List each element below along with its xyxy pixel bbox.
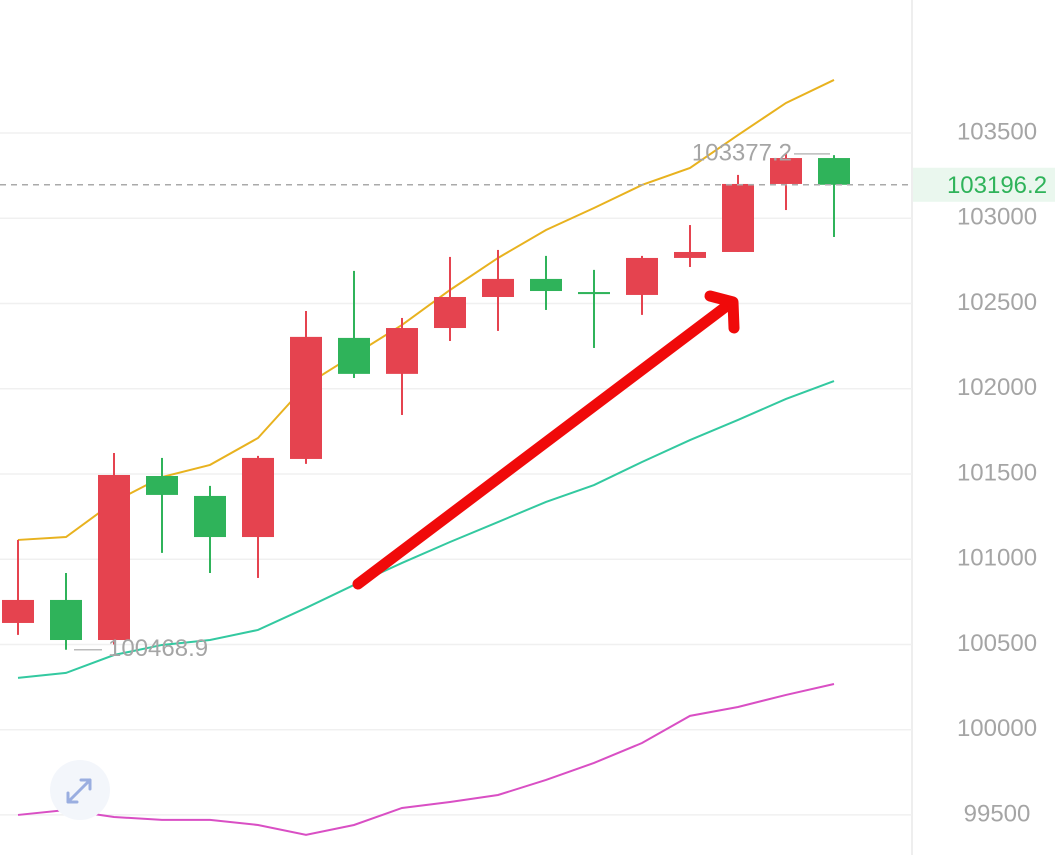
y-tick-label: 103000 (957, 204, 1037, 231)
candle-body (98, 474, 130, 641)
candle-body (626, 257, 658, 295)
y-tick-label: 100500 (957, 630, 1037, 657)
candle-body (722, 183, 754, 252)
last-price-badge (913, 167, 1055, 202)
moving-average-line (17, 683, 835, 836)
candle-body (482, 278, 514, 297)
candle-body (146, 476, 178, 495)
min-price-label: 100468.9 (108, 635, 208, 662)
candle-body (338, 337, 370, 374)
candle-body (194, 495, 226, 538)
candle-body (770, 158, 802, 184)
y-tick-label: 102000 (957, 374, 1037, 401)
candle-body (290, 336, 322, 459)
y-tick-label: 99500 (964, 800, 1031, 827)
y-tick-label: 100000 (957, 715, 1037, 742)
candle-body (434, 296, 466, 329)
max-price-label: 103377.2 (692, 139, 792, 166)
candle-body (674, 251, 706, 258)
candle-body (242, 457, 274, 538)
candle-body (50, 599, 82, 641)
moving-average-line (17, 380, 835, 679)
candle-body (386, 328, 418, 374)
expand-button[interactable] (50, 760, 110, 820)
plot: 99500 100000 100500 101000 101500 102000 10250… (0, 79, 1055, 836)
trend-arrow (352, 290, 740, 590)
y-tick-label: 102500 (957, 289, 1037, 316)
last-price-label: 103196.2 (947, 172, 1047, 199)
candle-body (2, 599, 34, 623)
candle-body (818, 158, 850, 185)
y-tick-label: 101500 (957, 459, 1037, 486)
candle-body (578, 292, 610, 295)
y-tick-label: 101000 (957, 545, 1037, 572)
candle-body (530, 278, 562, 292)
y-tick-label: 103500 (957, 118, 1037, 145)
